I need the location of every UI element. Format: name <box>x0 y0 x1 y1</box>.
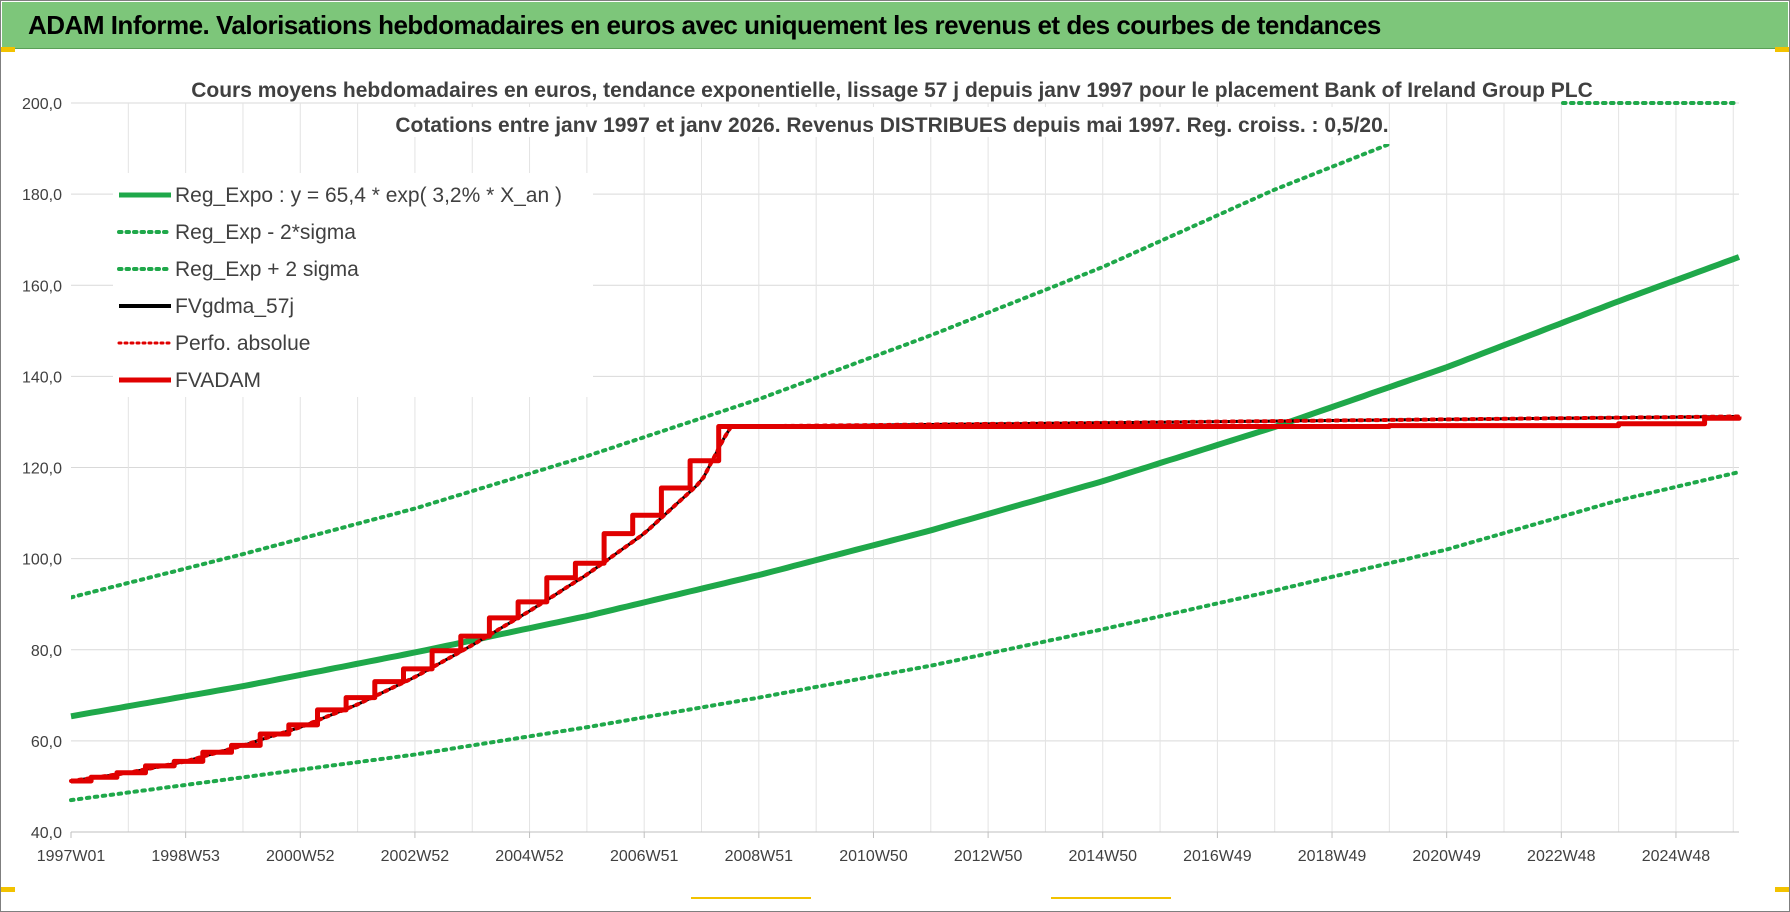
corner-mark <box>1 47 15 52</box>
x-tick-label: 2014W50 <box>1069 848 1138 865</box>
x-tick-label: 1998W53 <box>151 848 220 865</box>
y-tick-label: 40,0 <box>31 825 62 842</box>
title-background <box>225 73 1559 101</box>
legend: Reg_Expo : y = 65,4 * exp( 3,2% * X_an )… <box>113 173 593 397</box>
chart-subtitle: Cotations entre janv 1997 et janv 2026. … <box>395 114 1388 137</box>
report-banner: ADAM Informe. Valorisations hebdomadaire… <box>2 2 1788 49</box>
chart-title: Cours moyens hebdomadaires en euros, ten… <box>191 79 1593 102</box>
x-tick-label: 2012W50 <box>954 848 1023 865</box>
corner-mark <box>1775 47 1789 52</box>
x-tick-label: 2008W51 <box>725 848 794 865</box>
legend-background <box>113 173 593 397</box>
x-tick-label: 2024W48 <box>1642 848 1711 865</box>
corner-mark <box>1775 887 1789 892</box>
series-reg-exp-plus-2sigma <box>71 144 1392 600</box>
x-tick-label: 2006W51 <box>610 848 679 865</box>
legend-label-reg-expo: Reg_Expo : y = 65,4 * exp( 3,2% * X_an ) <box>175 184 562 207</box>
series-fvadam <box>71 415 1742 784</box>
x-tick-label: 2018W49 <box>1298 848 1367 865</box>
y-tick-label: 200,0 <box>22 96 62 113</box>
y-tick-label: 180,0 <box>22 187 62 204</box>
corner-mark <box>1 887 15 892</box>
legend-label-fvgdma: FVgdma_57j <box>175 295 294 318</box>
x-tick-label: 1997W01 <box>37 848 106 865</box>
series-reg-expo <box>70 254 1741 720</box>
x-tick-label: 2022W48 <box>1527 848 1596 865</box>
subtitle-background <box>413 107 1371 137</box>
y-tick-label: 60,0 <box>31 734 62 751</box>
y-tick-label: 120,0 <box>22 461 62 478</box>
y-tick-label: 100,0 <box>22 552 62 569</box>
x-tick-label: 2000W52 <box>266 848 335 865</box>
legend-label-reg-exp-plus: Reg_Exp + 2 sigma <box>175 258 359 281</box>
series-reg-exp-minus-2sigma <box>69 470 1741 803</box>
series-perfo-absolue <box>69 414 1741 783</box>
tick-layer: 40,0 60,0 80,0 100,0 120,0 140,0 160,0 180,0 200… <box>22 96 1710 865</box>
x-tick-label: 2010W50 <box>839 848 908 865</box>
y-tick-label: 160,0 <box>22 278 62 295</box>
x-tick-label: 2020W49 <box>1412 848 1481 865</box>
report-title: ADAM Informe. Valorisations hebdomadaire… <box>28 10 1381 40</box>
footer-mark <box>691 897 811 899</box>
x-tick-label: 2002W52 <box>381 848 450 865</box>
x-tick-label: 2016W49 <box>1183 848 1252 865</box>
series-fvgdma-57j <box>70 415 1739 783</box>
legend-label-fvadam: FVADAM <box>175 369 261 392</box>
y-tick-label: 80,0 <box>31 643 62 660</box>
x-tick-label: 2004W52 <box>495 848 564 865</box>
y-tick-label: 140,0 <box>22 369 62 386</box>
legend-label-perfo: Perfo. absolue <box>175 332 310 355</box>
footer-mark <box>1051 897 1171 899</box>
legend-label-reg-exp-minus: Reg_Exp - 2*sigma <box>175 221 356 244</box>
series-layer <box>69 101 1742 803</box>
